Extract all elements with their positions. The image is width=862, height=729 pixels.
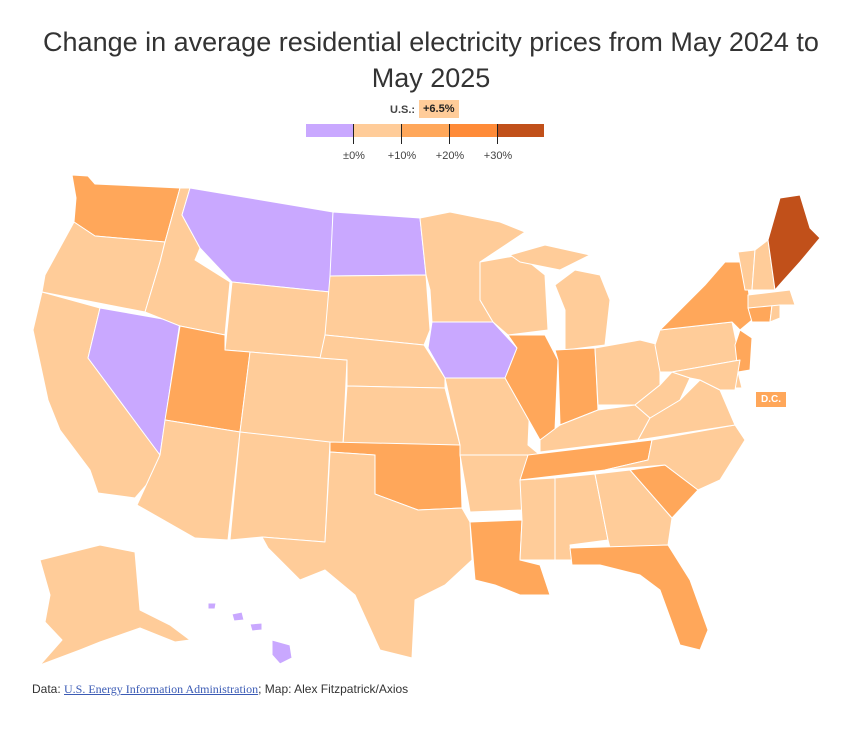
- source-link[interactable]: U.S. Energy Information Administration: [64, 682, 259, 696]
- source-suffix: ; Map: Alex Fitzpatrick/Axios: [258, 682, 409, 696]
- state-hi: [207, 602, 293, 665]
- dc-label: D.C.: [756, 392, 786, 407]
- source-prefix: Data:: [32, 682, 65, 696]
- state-ak: [39, 544, 191, 666]
- state-md: [671, 359, 741, 391]
- legend-tick: [353, 124, 354, 144]
- legend-tick-label: +10%: [387, 150, 417, 162]
- legend-swatch-0-10b: [402, 124, 450, 137]
- state-fl: [569, 544, 709, 651]
- legend-swatch-0-10: [354, 124, 402, 137]
- state-nc: [604, 424, 746, 491]
- state-nm: [229, 431, 331, 543]
- state-co: [239, 351, 348, 446]
- state-sd: [324, 274, 431, 346]
- state-ri: [769, 304, 781, 323]
- state-wy: [224, 281, 331, 359]
- legend-swatch-30-plus: [498, 124, 544, 137]
- state-tx: [261, 451, 473, 659]
- legend-bar: [306, 124, 544, 137]
- state-ny: [659, 261, 753, 331]
- us-map: [32, 174, 821, 666]
- legend-tick: [401, 124, 402, 144]
- source-note: Data: U.S. Energy Information Administra…: [32, 682, 408, 697]
- national-label: U.S.:: [390, 104, 416, 116]
- state-ks: [342, 385, 461, 446]
- national-value-badge: +6.5%: [419, 100, 459, 118]
- legend-tick-label: ±0%: [343, 150, 365, 162]
- legend-swatch-negative: [306, 124, 354, 137]
- state-ma: [747, 289, 796, 309]
- state-nd: [329, 211, 427, 277]
- state-ms: [519, 477, 556, 561]
- legend-tick: [449, 124, 450, 144]
- state-mi: [509, 244, 611, 351]
- legend-tick: [497, 124, 498, 144]
- state-me: [767, 194, 821, 291]
- map-title: Change in average residential electricit…: [43, 27, 819, 93]
- legend-swatch-20-30: [450, 124, 498, 137]
- legend-tick-label: +20%: [435, 150, 465, 162]
- state-ar: [459, 454, 529, 513]
- legend-tick-label: +30%: [483, 150, 513, 162]
